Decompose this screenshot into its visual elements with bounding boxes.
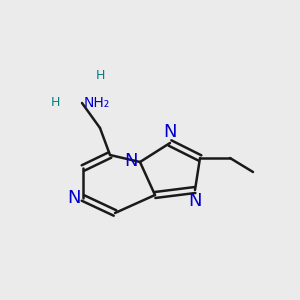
Text: N: N [67,189,81,207]
Text: H: H [95,69,105,82]
Text: N: N [163,123,177,141]
Text: N: N [124,152,138,169]
Text: H: H [51,97,60,110]
Text: NH₂: NH₂ [83,96,110,110]
Text: N: N [188,192,202,210]
